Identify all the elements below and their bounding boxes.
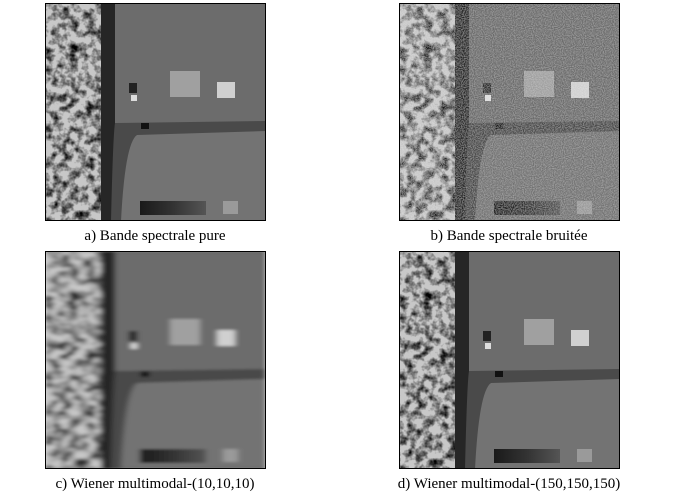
image-wiener-10 — [45, 251, 266, 469]
caption: a) Bande spectrale pure — [0, 228, 325, 245]
image-noisy — [399, 3, 620, 221]
caption: d) Wiener multimodal-(150,150,150) — [339, 476, 677, 493]
image-wiener-150 — [399, 251, 620, 469]
image-pure — [45, 3, 266, 221]
caption: c) Wiener multimodal-(10,10,10) — [0, 476, 325, 493]
caption: b) Bande spectrale bruitée — [339, 228, 677, 245]
figure: {"panels": [ {"caption": "a) Bande spect… — [0, 0, 677, 501]
